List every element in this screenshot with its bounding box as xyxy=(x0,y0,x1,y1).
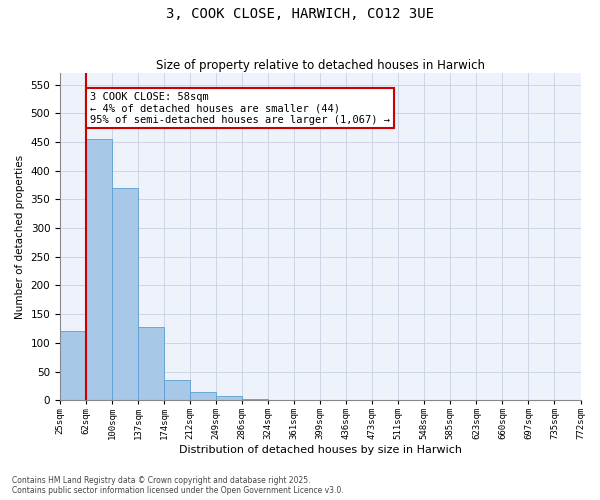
Bar xyxy=(190,392,216,400)
Bar xyxy=(164,380,190,400)
Bar xyxy=(216,396,242,400)
Bar xyxy=(138,327,164,400)
Y-axis label: Number of detached properties: Number of detached properties xyxy=(15,154,25,319)
Bar xyxy=(86,139,112,400)
Bar xyxy=(112,188,138,400)
Bar xyxy=(60,332,86,400)
Bar xyxy=(242,398,268,400)
Text: 3 COOK CLOSE: 58sqm
← 4% of detached houses are smaller (44)
95% of semi-detache: 3 COOK CLOSE: 58sqm ← 4% of detached hou… xyxy=(90,92,390,124)
X-axis label: Distribution of detached houses by size in Harwich: Distribution of detached houses by size … xyxy=(179,445,462,455)
Title: Size of property relative to detached houses in Harwich: Size of property relative to detached ho… xyxy=(156,59,485,72)
Text: Contains HM Land Registry data © Crown copyright and database right 2025.
Contai: Contains HM Land Registry data © Crown c… xyxy=(12,476,344,495)
Text: 3, COOK CLOSE, HARWICH, CO12 3UE: 3, COOK CLOSE, HARWICH, CO12 3UE xyxy=(166,8,434,22)
